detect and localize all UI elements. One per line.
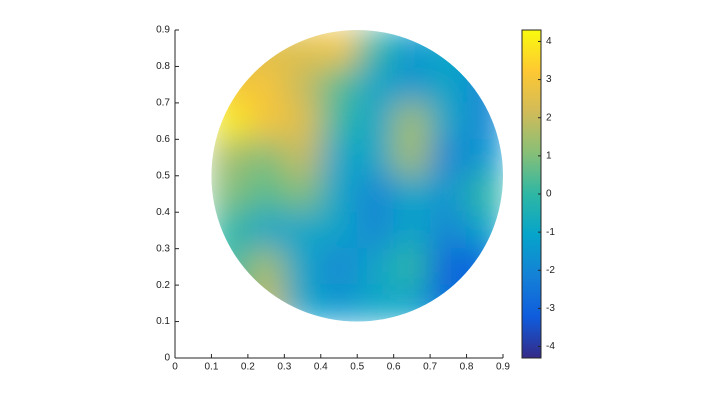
cell [247, 284, 285, 322]
cell [283, 175, 322, 213]
cell [211, 30, 249, 67]
y-tick-label: 0.9 [156, 25, 170, 36]
cell [356, 30, 395, 67]
x-tick-label: 0.9 [496, 362, 510, 373]
heatmap-cells [211, 30, 503, 322]
cell [211, 102, 249, 140]
cell [466, 30, 503, 67]
cell [247, 30, 285, 67]
cell [356, 211, 395, 250]
colorbar-tick-label: 4 [546, 36, 552, 47]
cell [393, 65, 431, 104]
cell [393, 138, 431, 177]
cell [393, 284, 431, 322]
cell [466, 138, 503, 177]
cell [247, 65, 285, 104]
x-tick-label: 0.7 [423, 362, 437, 373]
cell [211, 248, 249, 286]
x-tick-label: 0.3 [277, 362, 291, 373]
colorbar-tick-label: -1 [546, 227, 555, 238]
cell [247, 175, 285, 213]
cell [211, 211, 249, 250]
cell [429, 248, 468, 286]
cell [466, 175, 503, 213]
colorbar-tick-label: 3 [546, 74, 552, 85]
cell [356, 65, 395, 104]
cell [429, 175, 468, 213]
cell [320, 211, 358, 250]
cell [320, 30, 358, 67]
cell [429, 284, 468, 322]
x-tick-label: 0.4 [314, 362, 328, 373]
y-tick-label: 0.1 [156, 316, 170, 327]
cell [466, 284, 503, 322]
y-tick-label: 0.2 [156, 280, 170, 291]
y-tick-label: 0.5 [156, 170, 170, 181]
cell [283, 211, 322, 250]
cell [247, 248, 285, 286]
cell [211, 175, 249, 213]
cell [211, 65, 249, 104]
cell [320, 138, 358, 177]
cell [393, 211, 431, 250]
cell [283, 102, 322, 140]
x-tick-label: 0.2 [241, 362, 255, 373]
x-tick-label: 0.8 [460, 362, 474, 373]
cell [356, 138, 395, 177]
cell [247, 138, 285, 177]
cell [283, 65, 322, 104]
cell [429, 30, 468, 67]
x-tick-label: 0.5 [350, 362, 364, 373]
cell [393, 175, 431, 213]
cell [247, 102, 285, 140]
cell [283, 30, 322, 67]
cell [320, 284, 358, 322]
y-tick-label: 0.3 [156, 243, 170, 254]
cell [429, 65, 468, 104]
cell [356, 284, 395, 322]
y-tick-label: 0.8 [156, 61, 170, 72]
cell [320, 65, 358, 104]
cell [429, 138, 468, 177]
cell [466, 211, 503, 250]
cell [429, 211, 468, 250]
x-tick-label: 0.1 [204, 362, 218, 373]
colorbar-tick-label: 2 [546, 112, 552, 123]
heatmap [211, 30, 503, 322]
cell [283, 138, 322, 177]
colorbar-tick-label: -2 [546, 265, 555, 276]
cell [320, 175, 358, 213]
x-tick-label: 0.6 [387, 362, 401, 373]
y-tick-label: 0.7 [156, 98, 170, 109]
cell [393, 248, 431, 286]
colorbar-tick-label: 1 [546, 151, 552, 162]
cell [320, 248, 358, 286]
cell [393, 102, 431, 140]
cell [393, 30, 431, 67]
y-tick-label: 0.4 [156, 207, 170, 218]
cell [356, 102, 395, 140]
cell [320, 102, 358, 140]
cell [356, 175, 395, 213]
y-tick-label: 0.6 [156, 134, 170, 145]
cell [211, 138, 249, 177]
cell [283, 284, 322, 322]
y-tick-label: 0 [164, 353, 170, 364]
colorbar-tick-label: -4 [546, 341, 555, 352]
cell [466, 65, 503, 104]
cell [429, 102, 468, 140]
colorbar-tick-label: -3 [546, 303, 555, 314]
colorbar-tick-label: 0 [546, 189, 552, 200]
cell [466, 248, 503, 286]
cell [356, 248, 395, 286]
cell [466, 102, 503, 140]
cell [247, 211, 285, 250]
cell [211, 284, 249, 322]
x-tick-label: 0 [172, 362, 178, 373]
cell [283, 248, 322, 286]
